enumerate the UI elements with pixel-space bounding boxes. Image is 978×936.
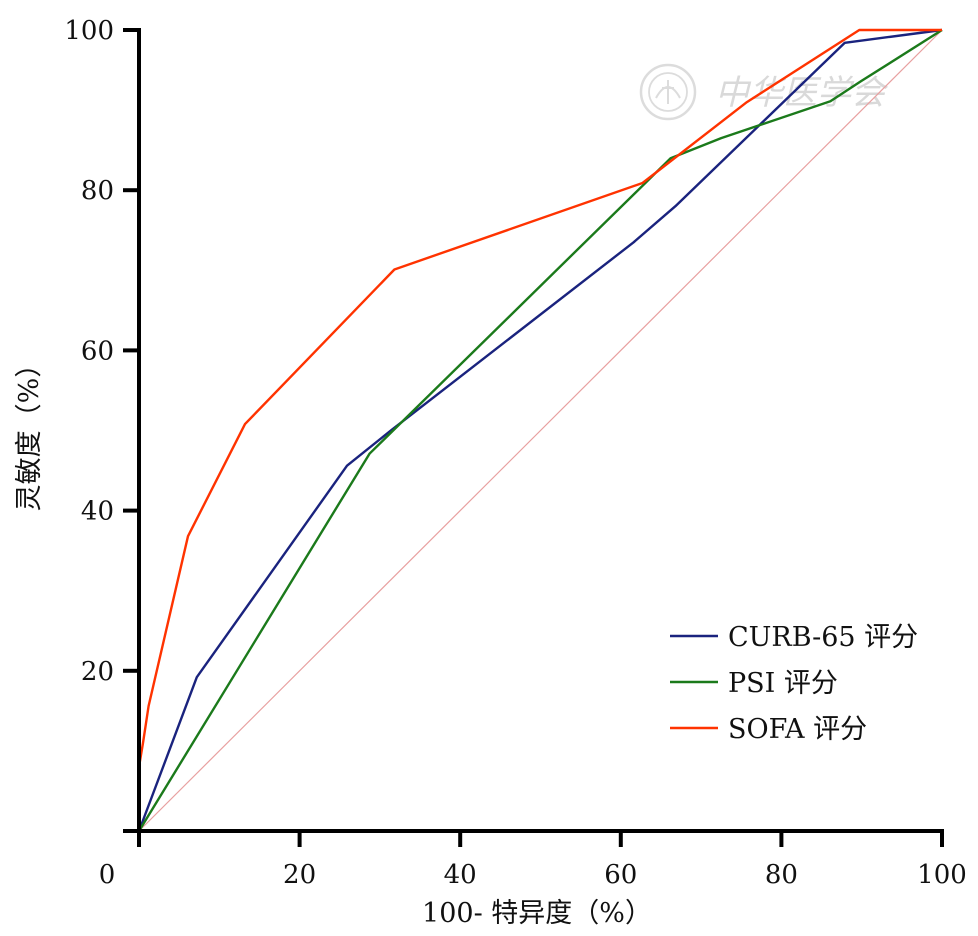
x-tick-label: 100 bbox=[917, 860, 967, 890]
y-tick-label: 40 bbox=[81, 497, 114, 527]
x-tick-label: 20 bbox=[283, 860, 316, 890]
seal-emblem-icon bbox=[639, 63, 697, 121]
ticks-layer: 20 40 60 80 100 0 20 40 60 80 100 bbox=[64, 16, 966, 890]
watermark: 中华医学会 bbox=[639, 63, 889, 121]
reference-diagonal-line bbox=[138, 29, 943, 832]
series-line-0 bbox=[137, 28, 943, 832]
x-tick-label: 80 bbox=[765, 860, 798, 890]
series-layer bbox=[137, 28, 943, 832]
legend-label-0: CURB-65 评分 bbox=[728, 622, 918, 653]
x-tick-label: 60 bbox=[604, 860, 637, 890]
y-axis-title: 灵敏度（%） bbox=[14, 351, 45, 512]
y-tick-label: 100 bbox=[64, 16, 114, 46]
y-tick-label: 20 bbox=[81, 657, 114, 687]
series-line-1 bbox=[137, 28, 943, 832]
x-tick-label: 40 bbox=[444, 860, 477, 890]
axes-layer bbox=[137, 28, 944, 833]
series-line-2 bbox=[137, 28, 942, 768]
legend-label-2: SOFA 评分 bbox=[728, 714, 867, 745]
watermark-text: 中华医学会 bbox=[715, 73, 889, 113]
y-tick-label: 60 bbox=[81, 336, 114, 366]
legend: CURB-65 评分 PSI 评分 SOFA 评分 bbox=[670, 622, 918, 745]
x-axis-title: 100- 特异度（%） bbox=[422, 898, 652, 929]
y-tick-label: 80 bbox=[81, 176, 114, 206]
x-tick-label: 0 bbox=[99, 860, 116, 890]
reference-layer bbox=[138, 29, 943, 832]
legend-label-1: PSI 评分 bbox=[728, 668, 838, 699]
